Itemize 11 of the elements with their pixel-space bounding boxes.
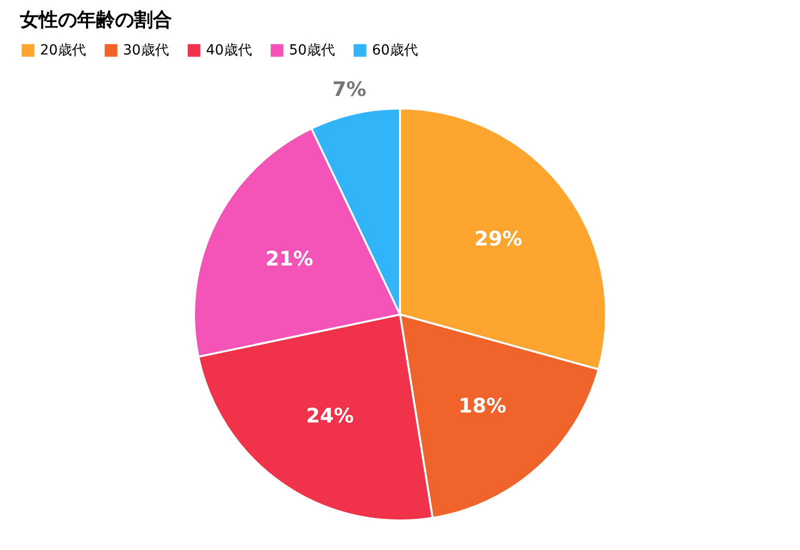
data-label: 18% <box>458 394 506 418</box>
data-label: 21% <box>265 246 314 271</box>
chart-title: 女性の年齢の割合 <box>19 9 172 32</box>
legend-label: 40歳代 <box>206 42 252 58</box>
data-label: 24% <box>306 403 354 428</box>
legend-label: 30歳代 <box>123 42 169 58</box>
legend-label: 20歳代 <box>40 42 86 58</box>
data-label: 29% <box>474 226 522 251</box>
legend-label: 60歳代 <box>372 42 418 58</box>
legend-label: 50歳代 <box>289 42 335 58</box>
data-label: 7% <box>332 77 366 102</box>
